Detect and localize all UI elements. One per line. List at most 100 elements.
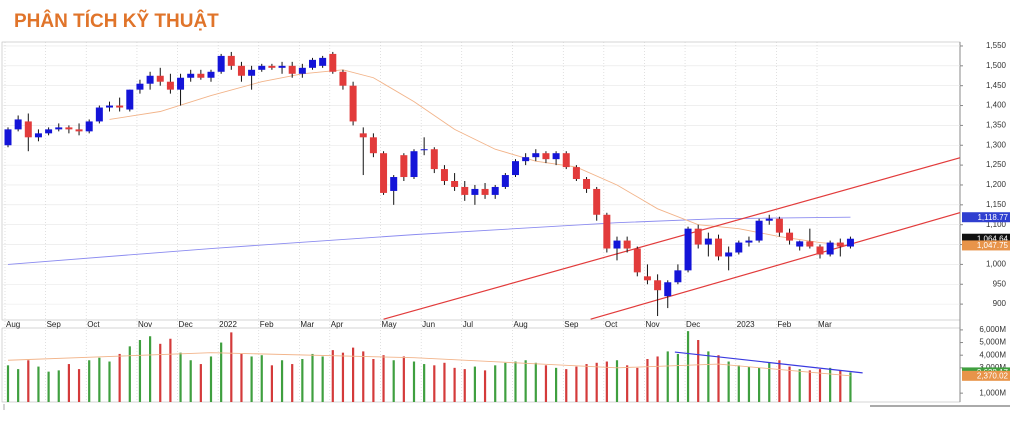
candle-body — [248, 69, 256, 76]
y-tick-label: 1,250 — [986, 160, 1007, 169]
candle-body — [400, 155, 408, 178]
candle-body — [623, 240, 631, 249]
candle-body — [745, 240, 753, 243]
candle-body — [369, 137, 377, 154]
candle-body — [613, 240, 621, 249]
y2-tick-label: 1,000M — [979, 388, 1006, 397]
candle-body — [674, 270, 682, 283]
candle-body — [440, 169, 448, 181]
candle-body — [725, 252, 733, 257]
x-tick-label: Dec — [179, 320, 193, 329]
candle-body — [126, 89, 134, 110]
x-tick-label: Sep — [564, 320, 579, 329]
x-tick-label: Mar — [300, 320, 314, 329]
candle-body — [329, 53, 337, 72]
candle-body — [552, 153, 560, 160]
candle-body — [603, 214, 611, 249]
candle-body — [430, 149, 438, 170]
candle-body — [654, 280, 662, 291]
candle-body — [106, 105, 113, 108]
candle-body — [258, 65, 266, 70]
candle-body — [461, 186, 469, 195]
candle-body — [684, 228, 692, 271]
x-tick-label: Nov — [138, 320, 152, 329]
candle-body — [775, 218, 783, 233]
candle-body — [735, 242, 743, 253]
x-tick-label: Mar — [818, 320, 832, 329]
candle-body — [197, 73, 205, 78]
candle-body — [227, 55, 235, 66]
price-label-box — [962, 240, 1010, 251]
candle-body — [755, 220, 763, 241]
candle-body — [694, 228, 702, 245]
candle-body — [572, 167, 580, 180]
x-tick-label: Aug — [514, 320, 528, 329]
trend-line — [383, 157, 960, 320]
x-tick-label: Oct — [87, 320, 100, 329]
y-tick-label: 1,500 — [986, 61, 1007, 70]
candle-body — [268, 65, 276, 68]
price-label-box — [962, 370, 1010, 381]
candle-body — [806, 241, 814, 247]
candle-body — [501, 175, 509, 187]
candle-body — [24, 121, 32, 138]
candle-body — [298, 67, 306, 74]
y-tick-label: 1,150 — [986, 200, 1007, 209]
x-tick-label: Aug — [6, 320, 20, 329]
candle-body — [359, 133, 367, 138]
candle-body — [633, 248, 641, 273]
candle-body — [451, 181, 459, 187]
candle-body — [562, 153, 570, 168]
candle-body — [816, 246, 824, 255]
candle-body — [309, 59, 316, 68]
y-tick-label: 1,350 — [986, 121, 1007, 130]
candle-body — [187, 73, 195, 78]
x-tick-label: 2022 — [219, 320, 237, 329]
candle-body — [715, 238, 722, 257]
candle-body — [481, 188, 489, 195]
candle-body — [410, 151, 418, 178]
price-label-box — [962, 212, 1010, 223]
candle-body — [491, 186, 499, 195]
candle-body — [704, 238, 712, 245]
x-tick-label: May — [382, 320, 397, 329]
candle-body — [177, 77, 185, 90]
candle-body — [136, 83, 144, 90]
candle-body — [765, 218, 773, 221]
candle-body — [65, 127, 73, 130]
candle-body — [532, 153, 540, 158]
candle-body — [380, 153, 388, 193]
candle-body — [217, 55, 225, 72]
x-tick-label: 2023 — [737, 320, 755, 329]
price-label-box — [962, 233, 1010, 244]
candle-body — [288, 65, 296, 74]
candle-body — [349, 85, 357, 122]
x-tick-label: Dec — [686, 320, 700, 329]
candle-body — [278, 65, 286, 68]
candle-body — [4, 129, 12, 146]
x-tick-label: Feb — [260, 320, 274, 329]
y-tick-label: 1,400 — [986, 101, 1007, 110]
candle-body — [796, 241, 804, 247]
candle-body — [116, 105, 124, 108]
candle-body — [664, 282, 672, 297]
price-label: 2,370.02 — [977, 371, 1009, 380]
candle-body — [522, 157, 530, 162]
y-tick-label: 1,450 — [986, 81, 1007, 90]
y-tick-label: 1,300 — [986, 140, 1007, 149]
candle-body — [512, 161, 519, 176]
y-tick-label: 900 — [993, 299, 1007, 308]
y-tick-label: 950 — [993, 279, 1007, 288]
candle-body — [45, 129, 53, 134]
candle-body — [75, 129, 83, 132]
candle-body — [14, 119, 22, 130]
trend-line — [590, 211, 960, 320]
ma-short-line — [109, 69, 851, 246]
candle-body — [85, 121, 93, 132]
candle-body — [319, 57, 327, 66]
candle-body — [339, 71, 347, 86]
volume-panel — [1, 327, 961, 403]
y2-tick-label: 6,000M — [979, 325, 1006, 334]
x-tick-label: Oct — [605, 320, 618, 329]
